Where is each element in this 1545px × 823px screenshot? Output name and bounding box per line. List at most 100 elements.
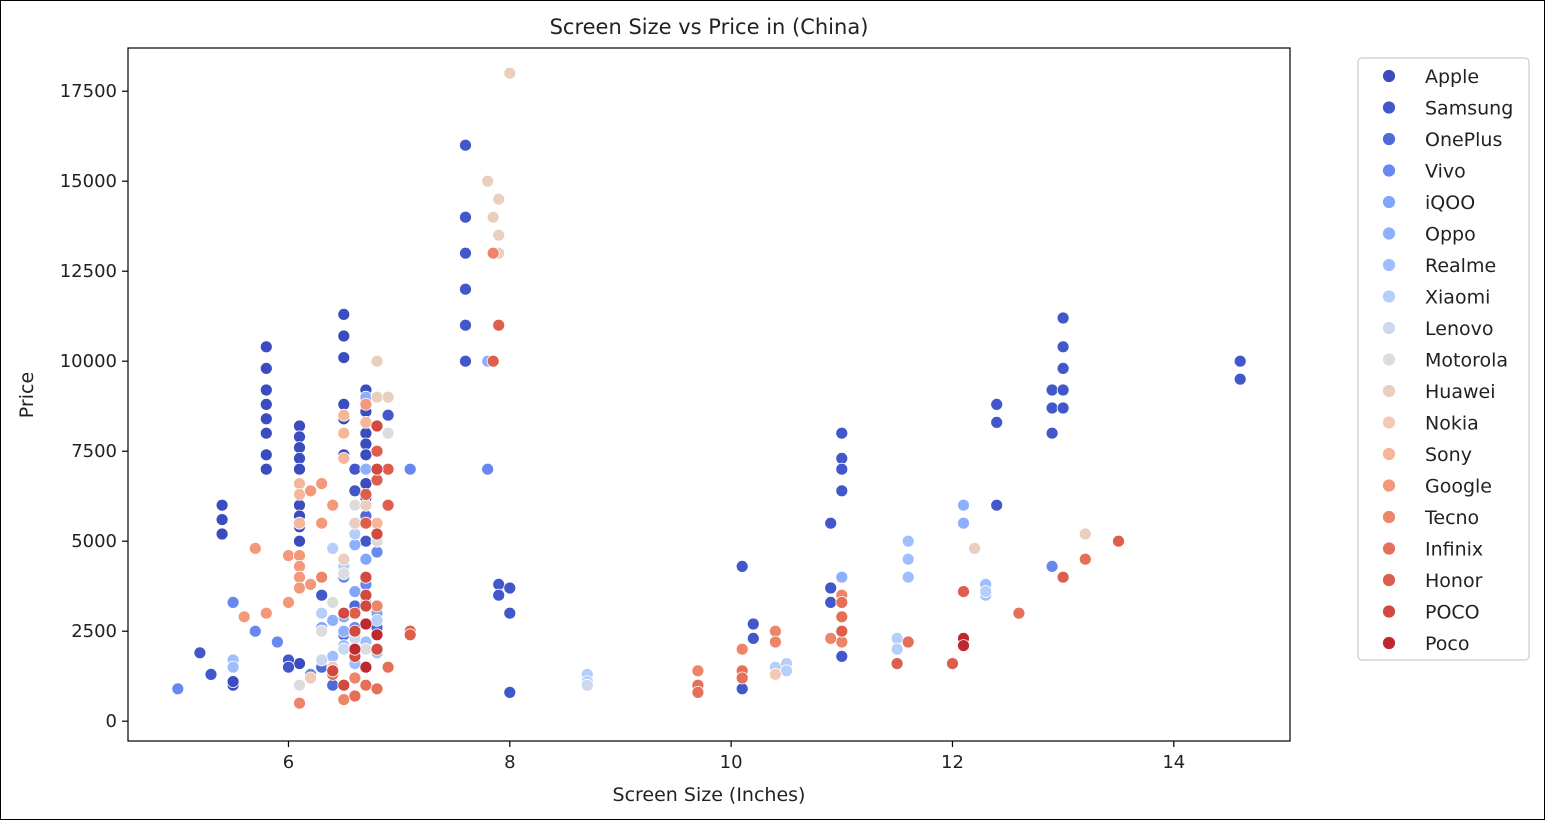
legend-marker <box>1382 541 1396 556</box>
data-point <box>293 549 306 562</box>
data-point <box>901 534 915 548</box>
data-point <box>359 415 373 429</box>
legend-item-apple: Apple <box>1382 66 1479 88</box>
y-tick-label: 10000 <box>60 351 117 372</box>
data-point <box>293 534 306 548</box>
data-point <box>370 473 384 487</box>
data-point <box>248 542 262 555</box>
data-point <box>492 588 506 602</box>
data-point <box>1045 383 1059 397</box>
data-point <box>293 570 306 584</box>
legend-marker <box>1382 384 1396 398</box>
data-point <box>359 498 373 512</box>
data-point <box>835 451 849 465</box>
data-point <box>348 606 362 620</box>
legend-label: OnePlus <box>1425 129 1502 151</box>
data-point <box>359 534 373 548</box>
data-point <box>1112 534 1125 548</box>
legend-marker <box>1382 195 1396 209</box>
x-axis: 6 8 10 12 14 <box>283 741 1185 773</box>
legend-item-tecno: Tecno <box>1382 507 1479 529</box>
data-point <box>370 462 384 476</box>
data-point <box>370 516 384 530</box>
data-point <box>370 444 384 458</box>
x-tick-label: 12 <box>941 752 964 773</box>
legend-item-realme: Realme <box>1382 255 1496 277</box>
data-point <box>259 462 273 476</box>
data-point <box>890 642 904 656</box>
data-point <box>990 498 1004 512</box>
data-point <box>381 462 395 476</box>
legend-label: Realme <box>1425 255 1496 277</box>
data-point <box>315 516 329 530</box>
legend-label: Sony <box>1425 444 1472 466</box>
data-point <box>370 599 384 613</box>
data-point <box>1045 426 1059 440</box>
data-point <box>503 66 517 80</box>
data-point <box>957 516 970 530</box>
legend-marker <box>1382 478 1396 493</box>
data-point <box>746 632 760 645</box>
data-point <box>359 678 373 692</box>
data-point <box>503 606 517 620</box>
data-point <box>1012 606 1026 620</box>
data-point <box>492 578 506 591</box>
data-point <box>370 527 384 541</box>
data-point <box>282 660 295 674</box>
series-huawei <box>337 66 1092 566</box>
data-point <box>691 664 705 678</box>
data-point <box>835 462 849 476</box>
series-xiaomi <box>315 527 993 688</box>
data-point <box>293 498 306 512</box>
legend-item-huawei: Huawei <box>1382 381 1495 403</box>
data-point <box>315 624 329 638</box>
data-point <box>835 484 849 498</box>
series-sony <box>293 408 384 530</box>
data-point <box>259 412 273 426</box>
data-point <box>326 664 340 678</box>
data-point <box>337 329 351 343</box>
legend-label: Oppo <box>1425 224 1476 246</box>
series-nokia <box>304 660 782 685</box>
data-point <box>957 585 970 598</box>
data-point <box>459 210 472 224</box>
data-point <box>293 451 306 465</box>
data-point <box>359 570 373 584</box>
data-point <box>381 426 395 440</box>
data-point <box>359 448 373 462</box>
data-point <box>337 351 351 365</box>
data-point <box>901 635 915 649</box>
legend-marker <box>1382 415 1396 430</box>
x-tick-label: 6 <box>283 752 294 773</box>
data-point <box>326 614 340 627</box>
series-infinix <box>326 552 1092 703</box>
data-point <box>824 632 838 645</box>
data-point <box>824 581 838 595</box>
data-point <box>226 660 240 674</box>
data-point <box>835 624 849 638</box>
data-point <box>359 660 373 674</box>
data-point <box>259 383 273 397</box>
data-point <box>735 682 749 696</box>
data-point <box>459 282 472 296</box>
data-point <box>293 657 306 670</box>
data-point <box>337 567 351 580</box>
data-point <box>735 642 749 656</box>
data-point <box>1056 401 1070 415</box>
legend-item-lenovo: Lenovo <box>1382 318 1493 340</box>
legend-item-sony: Sony <box>1382 444 1472 466</box>
data-point <box>459 318 472 332</box>
points-layer <box>171 66 1247 710</box>
data-point <box>835 426 849 440</box>
data-point <box>348 671 362 685</box>
data-point <box>381 498 395 512</box>
data-point <box>326 650 340 663</box>
data-point <box>348 484 362 498</box>
data-point <box>769 668 782 681</box>
data-point <box>359 617 373 631</box>
data-point <box>337 451 351 465</box>
data-point <box>270 635 284 649</box>
chart-title: Screen Size vs Price in (China) <box>550 15 869 39</box>
data-point <box>370 354 384 368</box>
legend-label: Xiaomi <box>1425 287 1490 309</box>
